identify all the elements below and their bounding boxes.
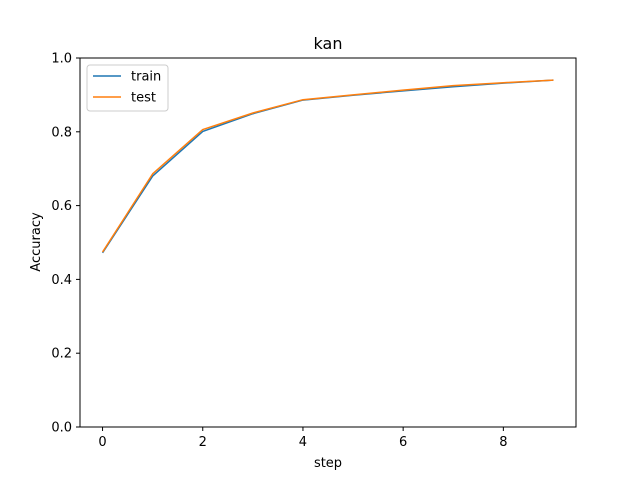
y-tick-label: 1.0: [51, 52, 72, 67]
x-tick-label: 8: [499, 435, 507, 450]
y-tick-label: 0.4: [51, 273, 72, 288]
x-tick-label: 6: [399, 435, 407, 450]
legend: train test: [86, 64, 169, 112]
series-line-test: [101, 79, 554, 253]
y-tick-label: 0.8: [51, 125, 72, 140]
y-tick-label: 0.6: [51, 199, 72, 214]
y-tick-label: 0.2: [51, 347, 72, 362]
y-tick-label: 0.0: [51, 421, 72, 436]
chart-title: kan: [314, 34, 343, 53]
legend-label-test: test: [131, 91, 156, 106]
axis-ticks: 0 2 4 6 8 0.0 0.2 0.4 0.6 0.8 1.0: [51, 52, 507, 451]
x-tick-label: 2: [199, 435, 207, 450]
x-axis-label: step: [314, 456, 342, 471]
plot-series: [101, 79, 554, 254]
legend-label-train: train: [131, 70, 161, 85]
x-tick-label: 4: [299, 435, 307, 450]
series-line-train: [101, 79, 554, 254]
y-axis-label: Accuracy: [29, 212, 44, 272]
x-tick-label: 0: [98, 435, 106, 450]
plot-frame: [79, 57, 577, 428]
